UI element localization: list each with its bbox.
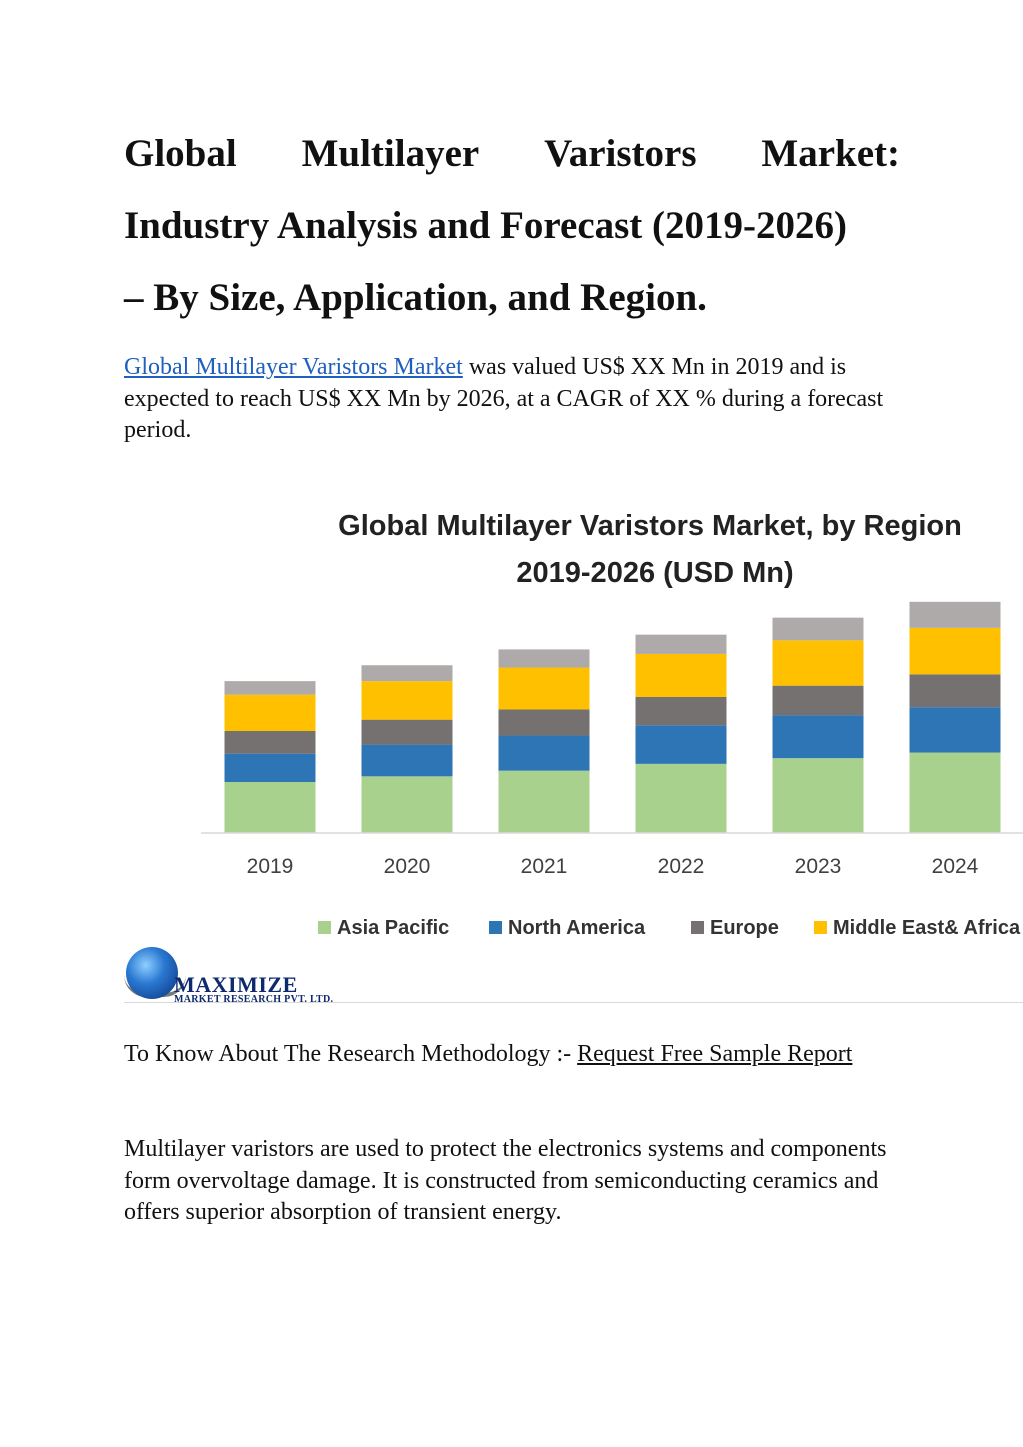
bar-segment [772, 685, 864, 716]
legend-swatch [318, 921, 331, 934]
bar-segment [909, 752, 1001, 833]
intro-text: was valued US$ XX Mn in 2019 and is expe… [124, 354, 884, 443]
chart-bars [224, 601, 1001, 833]
bar-segment [224, 694, 316, 731]
title-word: Varistors [544, 132, 697, 175]
bar-segment [224, 753, 316, 782]
description-paragraph: Multilayer varistors are used to protect… [124, 1136, 887, 1225]
intro-paragraph: Global Multilayer Varistors Market was v… [124, 352, 904, 447]
legend-swatch [691, 921, 704, 934]
x-axis-ticks: 2019 2020 2021 2022 2023 2024 [247, 855, 979, 878]
title-line-1: Global Multilayer Varistors Market: [124, 118, 900, 190]
bar-segment [635, 697, 727, 726]
title-word: Multilayer [301, 132, 480, 175]
legend-swatch [814, 921, 827, 934]
region-stacked-bar-chart: Global Multilayer Varistors Market, by R… [201, 510, 1023, 939]
legend-label: Europe [710, 917, 779, 939]
x-tick-label: 2022 [658, 855, 705, 878]
bar-segment [224, 782, 316, 833]
legend-label: North America [508, 917, 646, 939]
bar-segment [224, 731, 316, 754]
legend-swatch [489, 921, 502, 934]
bar-segment [498, 667, 590, 710]
legend-label: Middle East& Africa [833, 917, 1021, 939]
chart-subtitle: 2019-2026 (USD Mn) [516, 557, 793, 589]
bar-segment [361, 665, 453, 682]
bar-segment [635, 725, 727, 764]
x-tick-label: 2020 [384, 855, 431, 878]
divider [124, 1002, 1023, 1003]
chart-figure: Global Multilayer Varistors Market, by R… [124, 495, 1023, 1015]
bar-segment [361, 719, 453, 745]
bar-segment [361, 776, 453, 833]
bar-segment [635, 653, 727, 697]
bar-segment [361, 681, 453, 720]
bar-segment [909, 627, 1001, 675]
bar-segment [909, 674, 1001, 708]
bar-segment [772, 715, 864, 759]
bar-segment [909, 707, 1001, 753]
x-tick-label: 2023 [795, 855, 842, 878]
methodology-paragraph: To Know About The Research Methodology :… [124, 1039, 904, 1071]
chart-legend: Asia Pacific North America Europe Middle Ea… [318, 917, 1021, 939]
request-sample-link[interactable]: Request Free Sample Report [577, 1041, 853, 1067]
logo-name: MAXIMIZE [174, 972, 298, 997]
title-line-3: – By Size, Application, and Region. [124, 276, 707, 319]
legend-label: Asia Pacific [337, 917, 449, 939]
bar-segment [498, 709, 590, 736]
chart-title: Global Multilayer Varistors Market, by R… [338, 510, 962, 542]
market-report-link[interactable]: Global Multilayer Varistors Market [124, 354, 463, 380]
logo-subtitle: MARKET RESEARCH PVT. LTD. [174, 994, 334, 1005]
x-tick-label: 2019 [247, 855, 294, 878]
bar-segment [909, 601, 1001, 628]
bar-segment [772, 758, 864, 833]
bar-segment [635, 634, 727, 654]
globe-icon [126, 947, 178, 999]
page-title: Global Multilayer Varistors Market: Indu… [124, 118, 900, 334]
bar-segment [361, 744, 453, 777]
bar-segment [772, 617, 864, 641]
company-logo: MAXIMIZE MARKET RESEARCH PVT. LTD. [124, 945, 384, 1007]
title-word: Global [124, 132, 237, 175]
bar-segment [498, 649, 590, 668]
bar-segment [224, 681, 316, 695]
x-tick-label: 2024 [932, 855, 979, 878]
title-word: Market: [761, 132, 900, 175]
title-line-2: Industry Analysis and Forecast (2019-202… [124, 204, 848, 247]
x-tick-label: 2021 [521, 855, 568, 878]
bar-segment [772, 640, 864, 686]
bar-segment [635, 763, 727, 833]
bar-segment [498, 735, 590, 771]
bar-segment [498, 770, 590, 833]
methodology-text: To Know About The Research Methodology :… [124, 1041, 578, 1067]
